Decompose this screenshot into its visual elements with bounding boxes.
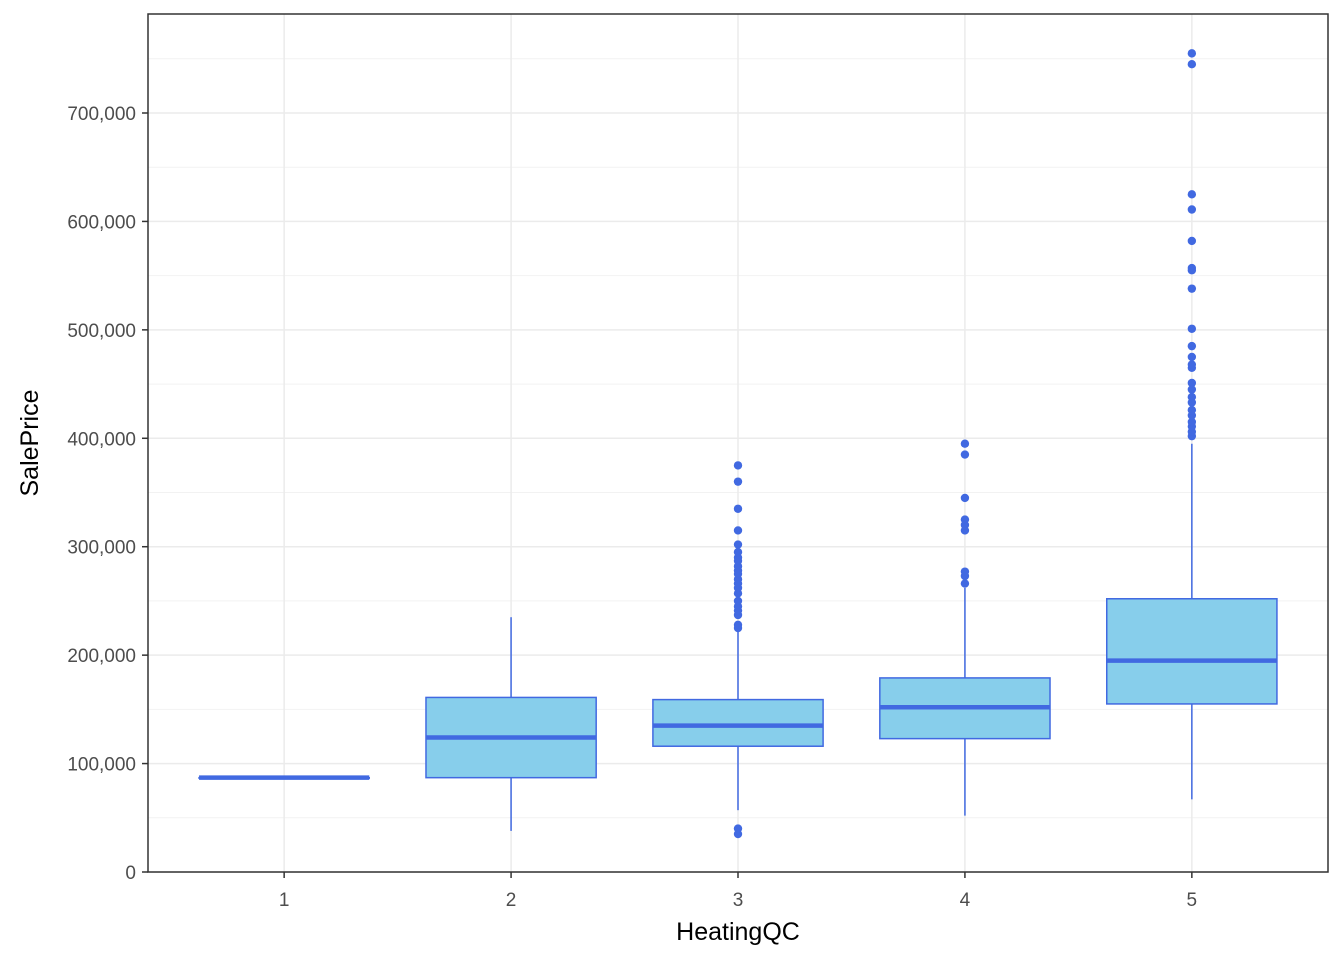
outlier-point: [1187, 405, 1197, 415]
outlier-point: [1187, 378, 1197, 388]
y-axis: 0 100,000 200,000 300,000 400,000 500,000 600,…: [67, 104, 148, 884]
x-axis-title: HeatingQC: [676, 918, 800, 946]
outlier-point: [733, 620, 743, 629]
y-tick-label: 200,000: [67, 646, 136, 667]
outlier-point: [1187, 341, 1197, 351]
outlier-point: [1187, 60, 1197, 69]
y-axis-title: SalePrice: [16, 390, 44, 497]
y-tick-label: 600,000: [67, 212, 136, 233]
outlier-point: [733, 477, 743, 486]
x-tick-label: 4: [960, 890, 971, 911]
outlier-point: [1187, 417, 1197, 427]
outlier-point: [733, 596, 743, 606]
outlier-point: [960, 515, 970, 524]
box-group-2: [425, 617, 597, 831]
y-tick-label: 500,000: [67, 321, 136, 342]
grid-major: [148, 14, 1328, 873]
outlier-point: [733, 461, 743, 470]
box-group-1: [198, 775, 370, 780]
outlier-point: [733, 540, 743, 549]
outlier-point: [1187, 324, 1197, 333]
x-tick-label: 1: [279, 890, 290, 911]
outlier-point: [960, 450, 970, 459]
x-axis: 1 2 3 4 5: [279, 872, 1197, 911]
outlier-point: [1187, 392, 1197, 402]
outlier-point: [733, 526, 743, 535]
outlier-point: [733, 824, 743, 833]
outlier-point: [733, 547, 743, 557]
x-tick-label: 5: [1187, 890, 1198, 911]
outlier-point: [1187, 190, 1197, 199]
outlier-point: [1187, 236, 1197, 246]
x-tick-label: 2: [506, 890, 517, 911]
outlier-point: [960, 493, 970, 503]
y-tick-label: 0: [125, 863, 136, 884]
y-tick-label: 300,000: [67, 538, 136, 559]
x-tick-label: 3: [733, 890, 744, 911]
outlier-point: [960, 579, 970, 588]
outlier-point: [1187, 263, 1197, 273]
box-group-5: [1106, 49, 1278, 800]
outlier-point: [1187, 284, 1197, 293]
box-group-3: [652, 461, 824, 839]
outlier-point: [1187, 360, 1197, 369]
outlier-point: [733, 504, 743, 513]
box-group-4: [879, 439, 1051, 816]
y-tick-label: 700,000: [67, 104, 136, 125]
outlier-point: [960, 439, 970, 448]
y-tick-label: 400,000: [67, 429, 136, 450]
outlier-point: [1187, 49, 1197, 58]
box-iqr: [1106, 598, 1278, 705]
y-tick-label: 100,000: [67, 755, 136, 776]
outlier-point: [960, 567, 970, 576]
outlier-point: [1187, 352, 1197, 362]
outlier-point: [1187, 385, 1197, 394]
box-iqr: [652, 698, 824, 747]
outlier-point: [1187, 205, 1197, 214]
boxes-layer: [198, 49, 1278, 839]
